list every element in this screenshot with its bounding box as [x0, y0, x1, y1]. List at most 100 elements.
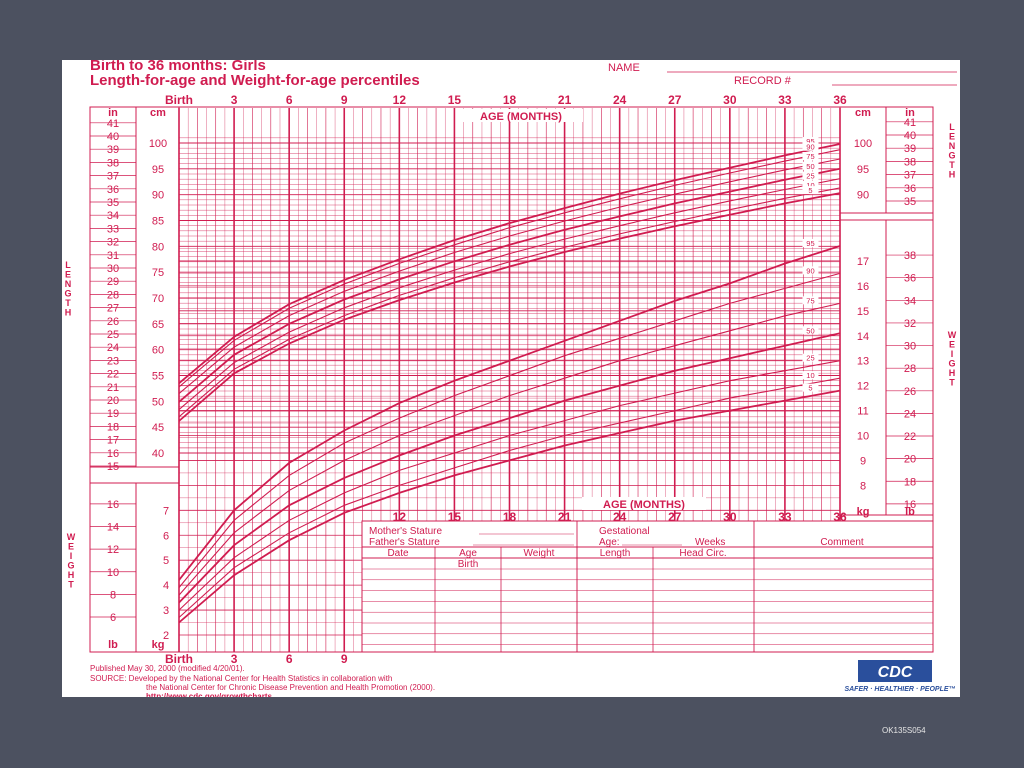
chart-title: Birth to 36 months: Girls [90, 60, 266, 74]
weight-percentile-label-bg [802, 326, 819, 335]
weight-kg-right-tick-label: 14 [857, 331, 869, 343]
length-cm-tick-label: 70 [152, 293, 164, 305]
length-side-label-right: E [949, 132, 955, 142]
length-cm-tick-label: 75 [152, 267, 164, 279]
mothers-stature-label: Mother's Stature [369, 526, 442, 537]
length-cm-tick-label: 90 [152, 190, 164, 202]
length-inch-tick-label: 17 [107, 435, 119, 447]
unit-cm-right: cm [855, 107, 871, 119]
length-curve-p95 [178, 143, 841, 384]
comment-header: Comment [820, 537, 864, 548]
age-tick-top: Birth [165, 93, 193, 107]
length-cm-right-tick-label: 90 [857, 190, 869, 202]
length-inch-tick-label: 32 [107, 237, 119, 249]
length-curve-p90 [178, 149, 841, 388]
length-inch-tick-label: 19 [107, 408, 119, 420]
weight-lb-left-tick-label: 8 [110, 589, 116, 601]
weight-percentile-label-bg [802, 383, 819, 392]
age-tick-top: 27 [668, 93, 682, 107]
length-inch-tick-label: 38 [107, 157, 119, 169]
length-cm-tick-label: 85 [152, 216, 164, 228]
length-cm-tick-label: 55 [152, 371, 164, 383]
age-tick-bottom: 9 [341, 652, 348, 666]
length-cm-tick-label: 65 [152, 319, 164, 331]
age-tick-top: 15 [448, 93, 462, 107]
weeks-label: Weeks [695, 537, 725, 548]
weight-lb-right-tick-label: 22 [904, 431, 916, 443]
unit-kg-right: kg [857, 506, 870, 518]
length-curve-p5 [178, 192, 841, 422]
weight-percentile-label: 95 [806, 239, 814, 248]
right-weight-lb-box [885, 219, 934, 516]
length-side-label-right: H [949, 170, 956, 180]
length-inch-right-tick-label: 39 [904, 143, 916, 155]
age-tick-bottom: 3 [231, 652, 238, 666]
length-cm-tick-label: 60 [152, 345, 164, 357]
length-cm-tick-label: 80 [152, 241, 164, 253]
cdc-tagline: SAFER · HEALTHIER · PEOPLE™ [844, 686, 955, 693]
weight-percentile-label-bg [802, 371, 819, 380]
weight-side-label-left: W [67, 532, 76, 542]
age-tick-top: 21 [558, 93, 572, 107]
length-cm-tick-label: 45 [152, 422, 164, 434]
weight-side-label-right: W [948, 330, 957, 340]
gestational-label: Gestational [599, 526, 650, 537]
weight-curve-p95 [178, 245, 841, 581]
length-side-label-left: E [65, 270, 71, 280]
weight-lb-right-tick-label: 28 [904, 363, 916, 375]
length-inch-tick-label: 37 [107, 171, 119, 183]
weight-curve-p50 [178, 332, 841, 604]
length-percentile-label-bg [802, 171, 819, 180]
length-percentile-label-bg [802, 152, 819, 161]
form-column-header: Age [459, 548, 477, 559]
length-inch-tick-label: 27 [107, 303, 119, 315]
left-weight-kg-box [135, 482, 180, 653]
length-inch-tick-label: 20 [107, 395, 119, 407]
weight-side-label-right: E [949, 340, 955, 350]
weight-lb-left-tick-label: 10 [107, 567, 119, 579]
length-inch-tick-label: 41 [107, 118, 119, 130]
weight-side-label-left: H [68, 570, 75, 580]
unit-lb-left: lb [108, 639, 118, 651]
left-length-cm-box [135, 106, 180, 468]
length-percentile-label-bg [802, 186, 819, 195]
length-side-label-right: N [949, 141, 956, 151]
length-inch-right-tick-label: 38 [904, 156, 916, 168]
length-inch-tick-label: 16 [107, 448, 119, 460]
weight-percentile-label-bg [802, 239, 819, 247]
weight-curve-p75 [178, 302, 841, 596]
weight-kg-right-tick-label: 17 [857, 256, 869, 268]
weight-kg-left-tick-label: 6 [163, 530, 169, 542]
slide-footer-id: OK135S054 [882, 726, 926, 735]
age-axis-label-mid: AGE (MONTHS) [603, 499, 685, 511]
length-inch-tick-label: 28 [107, 289, 119, 301]
length-inch-tick-label: 29 [107, 276, 119, 288]
name-label: NAME [608, 62, 640, 74]
length-side-label-left: L [65, 260, 71, 270]
length-cm-tick-label: 50 [152, 396, 164, 408]
age-tick-top: 24 [613, 93, 627, 107]
age-tick-top: 3 [231, 93, 238, 107]
weight-lb-right-tick-label: 36 [904, 273, 916, 285]
length-inch-tick-label: 24 [107, 342, 119, 354]
length-percentile-label-bg [802, 137, 819, 146]
weight-side-label-right: H [949, 368, 956, 378]
length-percentile-label-bg [802, 161, 819, 170]
age-axis-label-top: AGE (MONTHS) [480, 111, 562, 123]
length-side-label-left: G [64, 289, 71, 299]
gestational-age-label: Age: [599, 537, 620, 548]
weight-percentile-label: 5 [808, 384, 812, 393]
length-percentile-label: 5 [808, 186, 812, 195]
weight-lb-left-tick-label: 12 [107, 544, 119, 556]
weight-lb-right-tick-label: 20 [904, 454, 916, 466]
length-cm-tick-label: 95 [152, 164, 164, 176]
weight-lb-right-tick-label: 26 [904, 386, 916, 398]
age-tick-bottom: Birth [165, 652, 193, 666]
weight-kg-right-tick-label: 16 [857, 281, 869, 293]
age-banner-mid-bg [582, 497, 706, 510]
weight-lb-right-tick-label: 24 [904, 408, 916, 420]
length-inch-right-tick-label: 37 [904, 170, 916, 182]
weight-side-label-left: T [68, 580, 74, 590]
length-percentile-label: 25 [806, 172, 814, 181]
